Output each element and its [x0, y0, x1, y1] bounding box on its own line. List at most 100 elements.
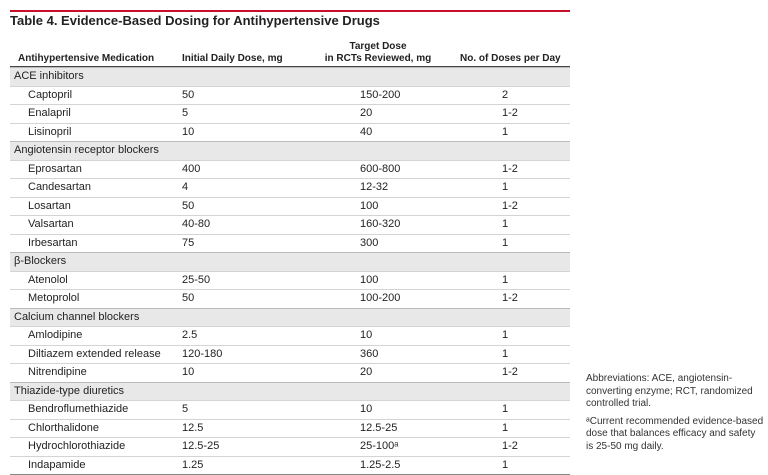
- medication-cell: Irbesartan: [28, 236, 78, 249]
- table-row: Candesartan 4 12-32 1: [10, 178, 570, 197]
- initial-dose-cell: 400: [182, 162, 201, 175]
- doses-per-day-cell: 1-2: [502, 366, 518, 378]
- table-row: Captopril 50 150-200 2: [10, 85, 570, 105]
- medication-cell: Atenolol: [28, 273, 68, 286]
- initial-dose-cell: 120-180: [182, 347, 223, 360]
- table-row: Indapamide 1.25 1.25-2.5 1: [10, 455, 570, 475]
- header-target-line2: in RCTs Reviewed, mg: [324, 53, 432, 64]
- group-header-row: Angiotensin receptor blockers: [10, 141, 570, 160]
- table-row: Hydrochlorothiazide 12.5-25 25-100ᵃ 1-2: [10, 437, 570, 456]
- target-dose-cell: 10: [360, 329, 373, 341]
- initial-dose-cell: 5: [182, 107, 189, 119]
- table-row: Nitrendipine 10 20 1-2: [10, 363, 570, 382]
- medication-cell: Lisinopril: [28, 125, 72, 138]
- group-header-row: ACE inhibitors: [10, 67, 570, 86]
- medication-cell: Hydrochlorothiazide: [28, 440, 126, 452]
- table-row: Bendroflumethiazide 5 10 1: [10, 400, 570, 419]
- doses-per-day-cell: 1: [502, 236, 509, 249]
- group-header-row: β-Blockers: [10, 252, 570, 271]
- table-title: Table 4. Evidence-Based Dosing for Antih…: [10, 13, 380, 28]
- medication-cell: Candesartan: [28, 181, 91, 193]
- medication-cell: Diltiazem extended release: [28, 347, 161, 360]
- initial-dose-cell: 75: [182, 236, 195, 249]
- table-row: Atenolol 25-50 100 1: [10, 270, 570, 290]
- table-row: Amlodipine 2.5 10 1: [10, 326, 570, 345]
- initial-dose-cell: 12.5: [182, 421, 204, 434]
- table-row: Metoprolol 50 100-200 1-2: [10, 289, 570, 308]
- target-dose-cell: 20: [360, 366, 373, 378]
- initial-dose-cell: 40-80: [182, 218, 211, 230]
- initial-dose-cell: 50: [182, 199, 195, 212]
- target-dose-cell: 25-100ᵃ: [360, 440, 399, 452]
- target-dose-cell: 20: [360, 107, 373, 119]
- initial-dose-cell: 2.5: [182, 329, 198, 341]
- target-dose-cell: 360: [360, 347, 379, 360]
- medication-cell: Valsartan: [28, 218, 74, 230]
- medication-cell: Eprosartan: [28, 162, 82, 175]
- table-row: Lisinopril 10 40 1: [10, 122, 570, 142]
- medication-cell: Chlorthalidone: [28, 421, 99, 434]
- doses-per-day-cell: 1-2: [502, 162, 518, 175]
- table-row: Diltiazem extended release 120-180 360 1: [10, 344, 570, 364]
- target-dose-cell: 100: [360, 273, 379, 286]
- group-header-row: Calcium channel blockers: [10, 307, 570, 326]
- medication-cell: Nitrendipine: [28, 366, 87, 378]
- doses-per-day-cell: 1: [502, 403, 509, 415]
- initial-dose-cell: 10: [182, 125, 195, 138]
- target-dose-cell: 300: [360, 236, 379, 249]
- table-header: Antihypertensive Medication Initial Dail…: [10, 34, 570, 67]
- doses-per-day-cell: 1: [502, 273, 509, 286]
- footnote-a: ᵃCurrent recommended evidence-based dose…: [586, 415, 764, 452]
- doses-per-day-cell: 1: [502, 347, 509, 360]
- target-dose-cell: 40: [360, 125, 373, 138]
- initial-dose-cell: 50: [182, 88, 195, 101]
- header-medication: Antihypertensive Medication: [18, 53, 155, 64]
- target-dose-cell: 12-32: [360, 181, 389, 193]
- medication-cell: Amlodipine: [28, 329, 83, 341]
- initial-dose-cell: 10: [182, 366, 195, 378]
- doses-per-day-cell: 2: [502, 88, 509, 101]
- medication-cell: Bendroflumethiazide: [28, 403, 129, 415]
- initial-dose-cell: 50: [182, 292, 195, 304]
- medication-cell: Metoprolol: [28, 292, 80, 304]
- target-dose-cell: 600-800: [360, 162, 401, 175]
- target-dose-cell: 150-200: [360, 88, 401, 101]
- doses-per-day-cell: 1: [502, 421, 509, 434]
- initial-dose-cell: 1.25: [182, 458, 204, 471]
- target-dose-cell: 100: [360, 199, 379, 212]
- header-initial-dose: Initial Daily Dose, mg: [182, 53, 283, 64]
- medication-cell: Losartan: [28, 199, 71, 212]
- doses-per-day-cell: 1-2: [502, 440, 518, 452]
- table-row: Irbesartan 75 300 1: [10, 233, 570, 253]
- table-row: Chlorthalidone 12.5 12.5-25 1: [10, 418, 570, 438]
- abbreviations-note: Abbreviations: ACE, angiotensin-converti…: [586, 373, 753, 409]
- target-dose-cell: 10: [360, 403, 373, 415]
- initial-dose-cell: 5: [182, 403, 189, 415]
- header-doses-per-day: No. of Doses per Day: [460, 53, 561, 64]
- header-target-line1: Target Dose: [349, 41, 407, 52]
- table-row: Losartan 50 100 1-2: [10, 196, 570, 216]
- medication-cell: Enalapril: [28, 107, 71, 119]
- initial-dose-cell: 4: [182, 181, 189, 193]
- doses-per-day-cell: 1-2: [502, 292, 518, 304]
- target-dose-cell: 12.5-25: [360, 421, 398, 434]
- doses-per-day-cell: 1-2: [502, 199, 518, 212]
- header-target-dose: Target Dose in RCTs Reviewed, mg: [320, 41, 436, 65]
- initial-dose-cell: 12.5-25: [182, 440, 220, 452]
- medication-cell: Captopril: [28, 88, 73, 101]
- target-dose-cell: 160-320: [360, 218, 401, 230]
- title-accent-rule: [10, 10, 570, 12]
- target-dose-cell: 1.25-2.5: [360, 458, 401, 471]
- doses-per-day-cell: 1: [502, 125, 509, 138]
- doses-per-day-cell: 1: [502, 181, 509, 193]
- medication-cell: Indapamide: [28, 458, 86, 471]
- doses-per-day-cell: 1: [502, 329, 509, 341]
- target-dose-cell: 100-200: [360, 292, 401, 304]
- doses-per-day-cell: 1-2: [502, 107, 518, 119]
- group-header-row: Thiazide-type diuretics: [10, 381, 570, 400]
- initial-dose-cell: 25-50: [182, 273, 211, 286]
- doses-per-day-cell: 1: [502, 458, 509, 471]
- doses-per-day-cell: 1: [502, 218, 509, 230]
- table-row: Eprosartan 400 600-800 1-2: [10, 159, 570, 179]
- table-row: Valsartan 40-80 160-320 1: [10, 215, 570, 234]
